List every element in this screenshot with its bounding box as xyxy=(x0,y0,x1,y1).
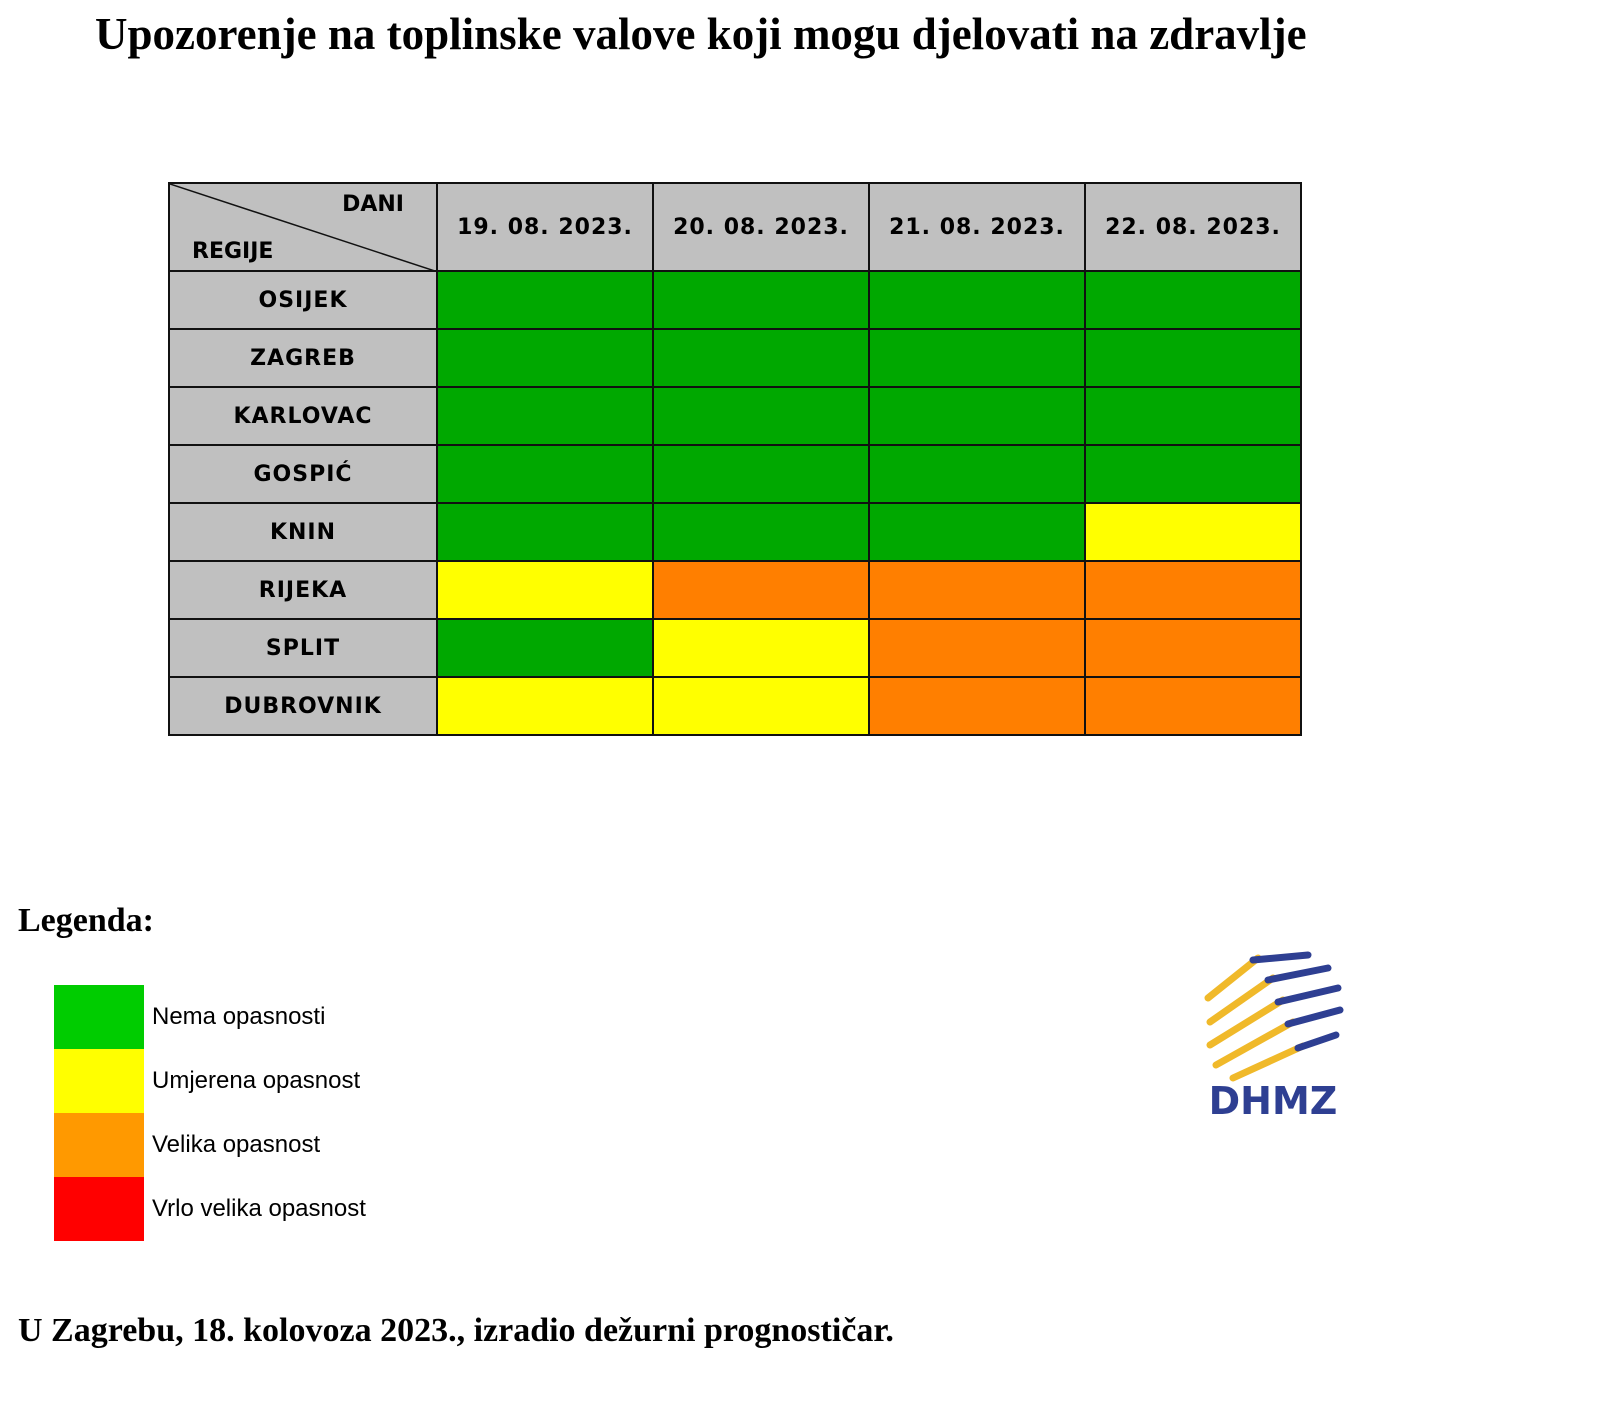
date-header: 19. 08. 2023. xyxy=(436,182,654,272)
date-header: 22. 08. 2023. xyxy=(1084,182,1302,272)
table-row: SPLIT xyxy=(168,618,1302,678)
warning-cell-moderate xyxy=(652,676,870,736)
warning-cell-none xyxy=(868,444,1086,504)
legend-swatch xyxy=(54,985,144,1049)
warning-cell-none xyxy=(652,444,870,504)
table-row: RIJEKA xyxy=(168,560,1302,620)
warning-cell-none xyxy=(1084,444,1302,504)
table-row: KARLOVAC xyxy=(168,386,1302,446)
diagonal-divider xyxy=(170,184,438,272)
warning-cell-none xyxy=(436,386,654,446)
heatwave-warning-table: DANI REGIJE 19. 08. 2023. 20. 08. 2023. … xyxy=(168,182,1302,736)
warning-cell-high xyxy=(1084,618,1302,678)
warning-cell-none xyxy=(652,270,870,330)
table-row: ZAGREB xyxy=(168,328,1302,388)
corner-header-cell: DANI REGIJE xyxy=(168,182,438,272)
warning-cell-none xyxy=(1084,270,1302,330)
warning-cell-none xyxy=(436,618,654,678)
region-name: SPLIT xyxy=(168,618,438,678)
legend-title: Legenda: xyxy=(18,902,154,939)
legend-swatch xyxy=(54,1177,144,1241)
table-row: DUBROVNIK xyxy=(168,676,1302,736)
warning-cell-none xyxy=(1084,328,1302,388)
legend-item: Nema opasnosti xyxy=(54,985,366,1049)
region-name: KNIN xyxy=(168,502,438,562)
region-name: DUBROVNIK xyxy=(168,676,438,736)
logo-text: DHMZ xyxy=(1209,1079,1338,1120)
table-header-row: DANI REGIJE 19. 08. 2023. 20. 08. 2023. … xyxy=(168,182,1302,272)
dhmz-logo: DHMZ xyxy=(1198,950,1348,1123)
region-name: KARLOVAC xyxy=(168,386,438,446)
warning-cell-moderate xyxy=(652,618,870,678)
region-name: GOSPIĆ xyxy=(168,444,438,504)
page-title: Upozorenje na toplinske valove koji mogu… xyxy=(95,9,1307,59)
warning-cell-moderate xyxy=(436,676,654,736)
region-name: ZAGREB xyxy=(168,328,438,388)
legend-swatch xyxy=(54,1049,144,1113)
warning-cell-none xyxy=(868,328,1086,388)
warning-cell-high xyxy=(1084,676,1302,736)
warning-cell-none xyxy=(436,444,654,504)
table-row: KNIN xyxy=(168,502,1302,562)
regions-label: REGIJE xyxy=(192,239,274,264)
legend-swatch xyxy=(54,1113,144,1177)
warning-cell-none xyxy=(652,386,870,446)
warning-cell-high xyxy=(868,618,1086,678)
legend-item: Umjerena opasnost xyxy=(54,1049,366,1113)
warning-cell-none xyxy=(436,328,654,388)
warning-cell-none xyxy=(868,386,1086,446)
warning-cell-high xyxy=(868,676,1086,736)
legend: Nema opasnosti Umjerena opasnost Velika … xyxy=(54,985,366,1241)
warning-cell-none xyxy=(868,502,1086,562)
warning-cell-high xyxy=(868,560,1086,620)
warning-cell-none xyxy=(868,270,1086,330)
date-header: 20. 08. 2023. xyxy=(652,182,870,272)
warning-cell-moderate xyxy=(436,560,654,620)
date-header: 21. 08. 2023. xyxy=(868,182,1086,272)
days-label: DANI xyxy=(342,192,404,217)
legend-label: Velika opasnost xyxy=(152,1131,321,1158)
footer-note: U Zagrebu, 18. kolovoza 2023., izradio d… xyxy=(18,1312,894,1349)
legend-label: Vrlo velika opasnost xyxy=(152,1195,366,1222)
warning-cell-none xyxy=(1084,386,1302,446)
warning-cell-none xyxy=(652,502,870,562)
region-name: RIJEKA xyxy=(168,560,438,620)
legend-item: Vrlo velika opasnost xyxy=(54,1177,366,1241)
legend-label: Nema opasnosti xyxy=(152,1003,326,1030)
warning-cell-none xyxy=(436,502,654,562)
table-row: GOSPIĆ xyxy=(168,444,1302,504)
legend-item: Velika opasnost xyxy=(54,1113,366,1177)
warning-cell-none xyxy=(436,270,654,330)
warning-cell-high xyxy=(1084,560,1302,620)
warning-cell-moderate xyxy=(1084,502,1302,562)
region-name: OSIJEK xyxy=(168,270,438,330)
legend-label: Umjerena opasnost xyxy=(152,1067,361,1094)
warning-cell-high xyxy=(652,560,870,620)
table-row: OSIJEK xyxy=(168,270,1302,330)
warning-cell-none xyxy=(652,328,870,388)
